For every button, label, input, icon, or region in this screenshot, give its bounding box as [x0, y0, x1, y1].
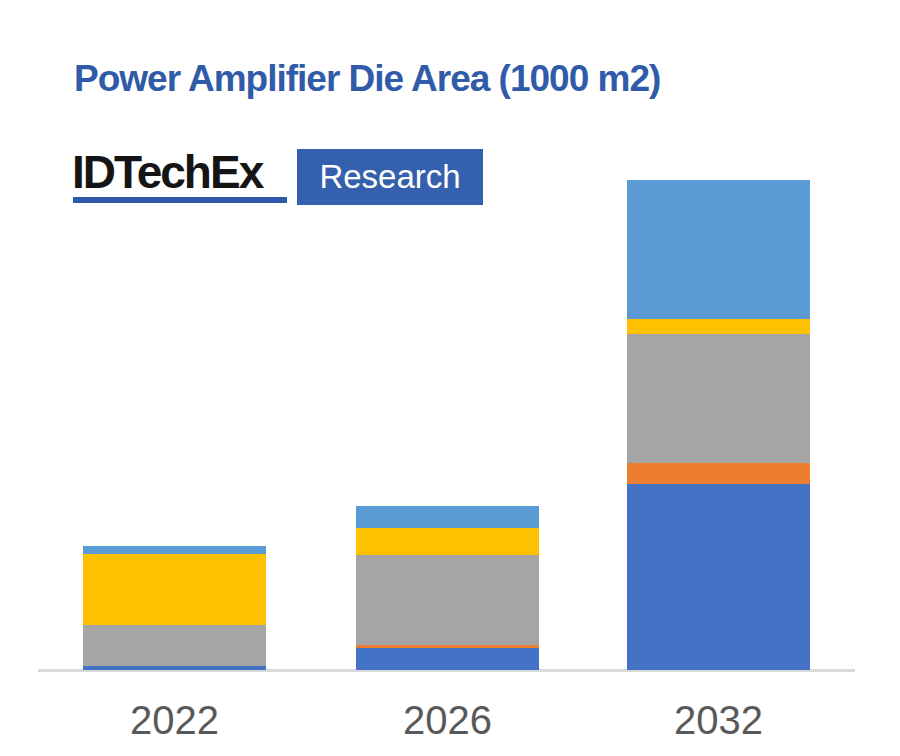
bar-segment-segment-dark-blue-2022	[83, 666, 266, 670]
bar-segment-segment-yellow-2032	[627, 319, 810, 334]
bar-2032	[627, 180, 810, 670]
bar-segment-segment-light-blue-2032	[627, 180, 810, 319]
chart-canvas: Power Amplifier Die Area (1000 m2) IDTec…	[0, 0, 900, 756]
bar-segment-segment-orange-2032	[627, 463, 810, 484]
bar-segment-segment-yellow-2022	[83, 554, 266, 625]
x-axis-label-2032: 2032	[627, 698, 810, 743]
x-axis-label-2026: 2026	[356, 698, 539, 743]
bar-2026	[356, 506, 539, 670]
bar-segment-segment-light-blue-2022	[83, 546, 266, 554]
bar-segment-segment-gray-2022	[83, 625, 266, 666]
bar-segment-segment-gray-2026	[356, 555, 539, 645]
plot-area: 2022 2026 2032	[0, 0, 900, 756]
bar-segment-segment-yellow-2026	[356, 528, 539, 555]
x-axis-label-2022: 2022	[83, 698, 266, 743]
bar-segment-segment-gray-2032	[627, 334, 810, 463]
bar-2022	[83, 546, 266, 670]
bar-segment-segment-dark-blue-2032	[627, 484, 810, 670]
bar-segment-segment-light-blue-2026	[356, 506, 539, 528]
bar-segment-segment-dark-blue-2026	[356, 648, 539, 670]
